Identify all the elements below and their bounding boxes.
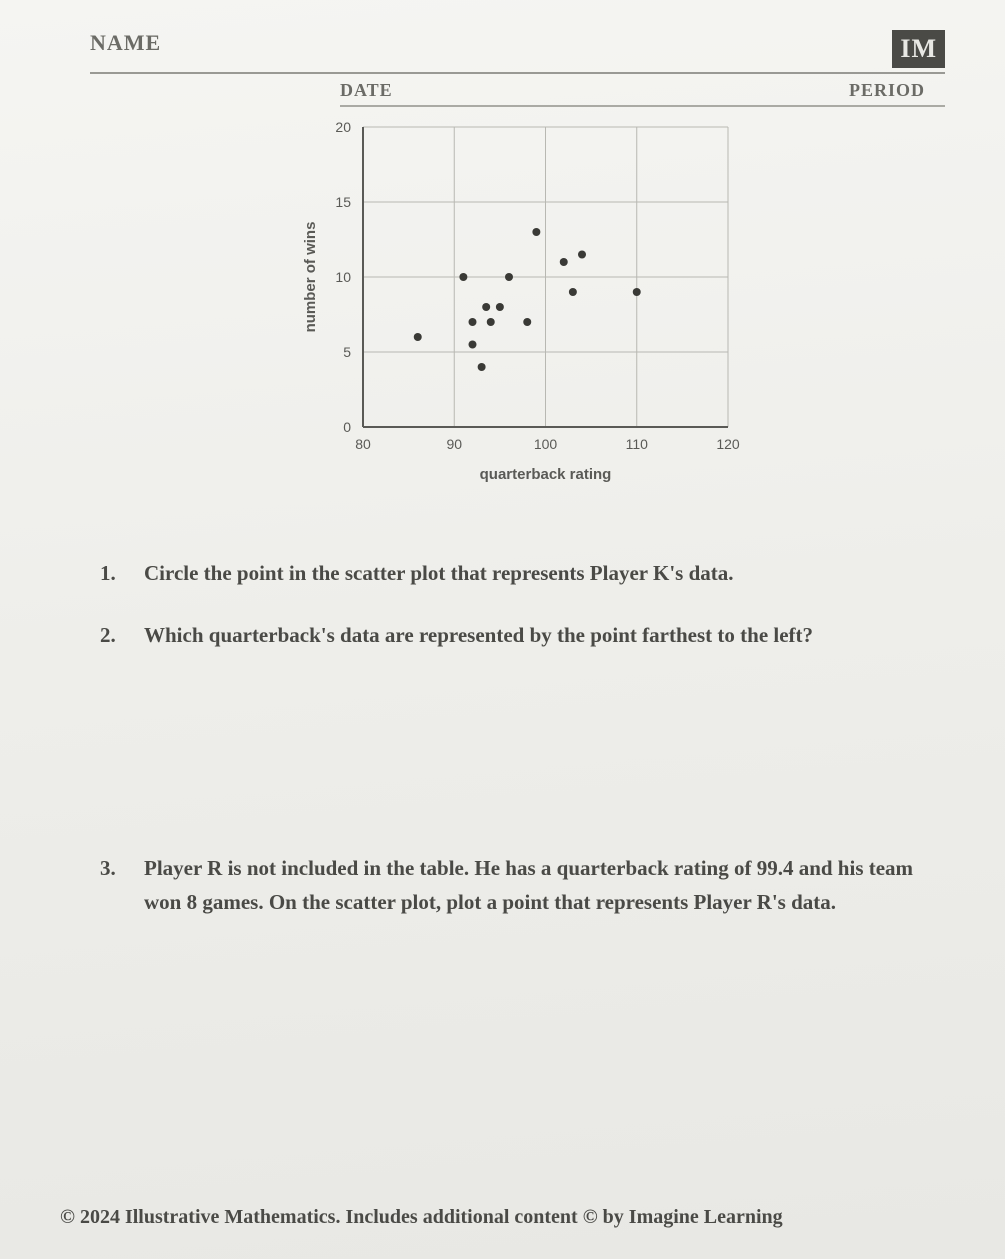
question-number: 2. — [100, 619, 122, 653]
header-row: NAME IM — [90, 30, 945, 74]
svg-text:10: 10 — [335, 269, 351, 285]
name-label: NAME — [90, 30, 161, 56]
question-text: Circle the point in the scatter plot tha… — [144, 557, 925, 591]
question-number: 3. — [100, 852, 122, 919]
period-label: PERIOD — [849, 80, 925, 101]
copyright-footer: © 2024 Illustrative Mathematics. Include… — [60, 1206, 945, 1229]
question-text: Which quarterback's data are represented… — [144, 619, 925, 653]
question-3: 3. Player R is not included in the table… — [100, 852, 925, 919]
question-2: 2. Which quarterback's data are represen… — [100, 619, 925, 653]
date-label: DATE — [340, 80, 393, 101]
svg-text:quarterback rating: quarterback rating — [479, 466, 611, 483]
svg-text:20: 20 — [335, 119, 351, 135]
question-1: 1. Circle the point in the scatter plot … — [100, 557, 925, 591]
question-number: 1. — [100, 557, 122, 591]
svg-text:15: 15 — [335, 194, 351, 210]
scatter-plot: 80 90 100 110 120 0 5 10 15 20 quarterback rating n… — [288, 117, 748, 497]
question-text: Player R is not included in the table. H… — [144, 852, 925, 919]
svg-text:number of wins: number of wins — [302, 222, 319, 333]
chart-container: 80 90 100 110 120 0 5 10 15 20 quarterback rating n… — [90, 117, 945, 497]
svg-text:0: 0 — [343, 419, 351, 435]
worksheet-page: NAME IM DATE PERIOD 80 90 100 110 120 0 5 10 15 2… — [0, 0, 1005, 1259]
svg-text:100: 100 — [533, 436, 557, 452]
svg-text:110: 110 — [625, 436, 648, 452]
subheader-row: DATE PERIOD — [340, 80, 945, 107]
svg-text:80: 80 — [355, 436, 371, 452]
im-logo: IM — [892, 30, 945, 68]
svg-text:90: 90 — [446, 436, 462, 452]
svg-text:5: 5 — [343, 344, 351, 360]
questions-list: 1. Circle the point in the scatter plot … — [90, 557, 945, 919]
svg-text:120: 120 — [716, 436, 740, 452]
